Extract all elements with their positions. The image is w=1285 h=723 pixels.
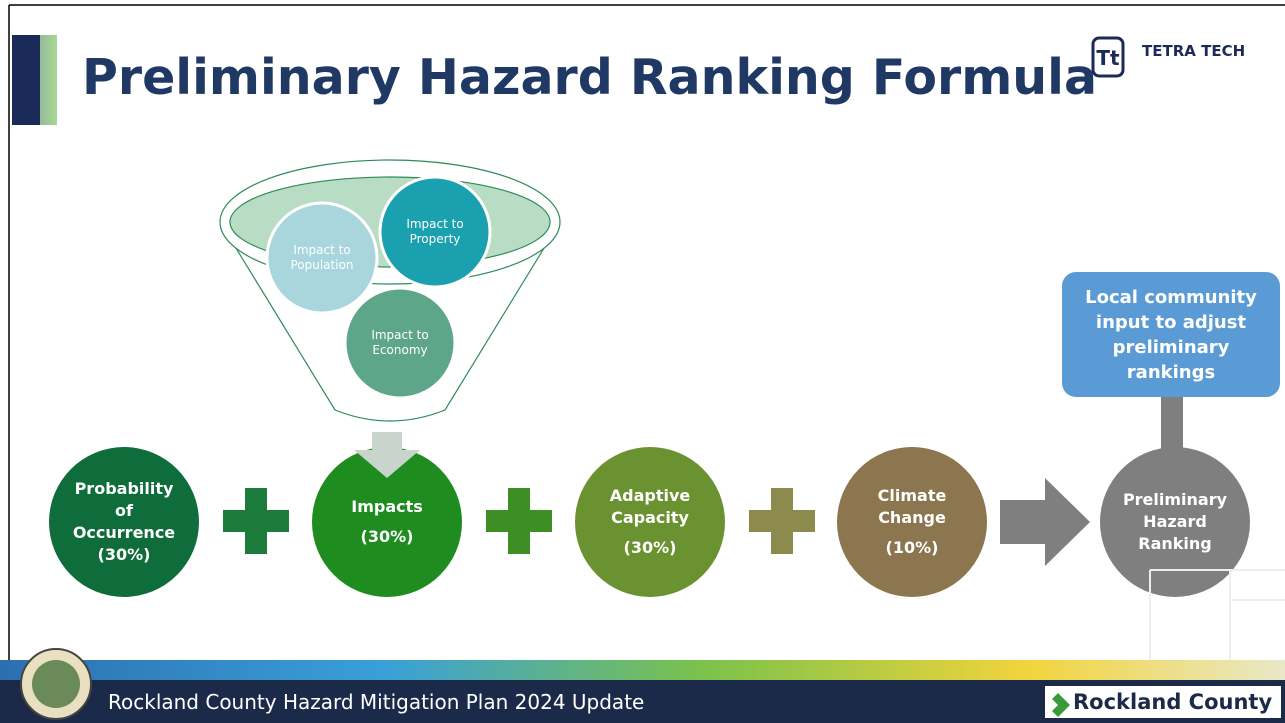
factor: Probability of Occurrence (30%) [64, 472, 184, 572]
factor: Climate Change (10%) [862, 472, 962, 572]
decoration [1149, 569, 1285, 660]
factor-circle [837, 447, 987, 597]
factor-circle [1100, 447, 1250, 597]
footer-text: Rockland County Hazard Mitigation Plan 2… [108, 690, 645, 714]
accent [12, 35, 40, 125]
funnel-label: Impact to Economy [371, 328, 429, 357]
logo-box [1091, 36, 1125, 78]
title: Preliminary Hazard Ranking Formula [82, 49, 1098, 106]
funnel-label: Impact to Population [290, 243, 354, 272]
brand: Rockland County [1073, 690, 1273, 714]
factor-name: Adaptive Capacity [609, 486, 691, 527]
seal [32, 660, 80, 708]
factor-weight: (30%) [360, 527, 414, 546]
factor-name: Probability of Occurrence [72, 479, 176, 542]
factor-circle [312, 447, 462, 597]
callout-stem [1161, 395, 1183, 450]
factor-circle [49, 447, 199, 597]
factor-name: Preliminary Hazard Ranking [1122, 490, 1228, 553]
factor: Preliminary Hazard Ranking [1115, 472, 1235, 572]
brand-box [1045, 686, 1281, 718]
funnel-circle [343, 286, 457, 400]
funnel-circle [378, 175, 492, 289]
factor-name: Climate Change [877, 486, 947, 527]
logo-mark: Tt [1096, 46, 1120, 70]
funnel-label: Impact to Property [406, 217, 464, 246]
callout: Local community input to adjust prelimin… [1085, 286, 1257, 383]
factor-weight: (30%) [97, 545, 151, 564]
factor-weight: (30%) [623, 538, 677, 557]
plus [486, 488, 552, 554]
funnel-circle [265, 201, 379, 315]
factor: Impacts (30%) [327, 472, 447, 572]
footer-band [0, 660, 1285, 682]
factor-name: Impacts [351, 497, 423, 516]
factor-weight: (10%) [885, 538, 939, 557]
factor: Adaptive Capacity (30%) [595, 472, 705, 572]
plus [223, 488, 289, 554]
brand-icon [1052, 693, 1070, 717]
callout-box [1062, 272, 1280, 397]
logo-text: TETRA TECH [1142, 42, 1246, 60]
down-arrow [354, 432, 420, 478]
factor-circle [575, 447, 725, 597]
right-arrow [1000, 478, 1090, 566]
plus [749, 488, 815, 554]
